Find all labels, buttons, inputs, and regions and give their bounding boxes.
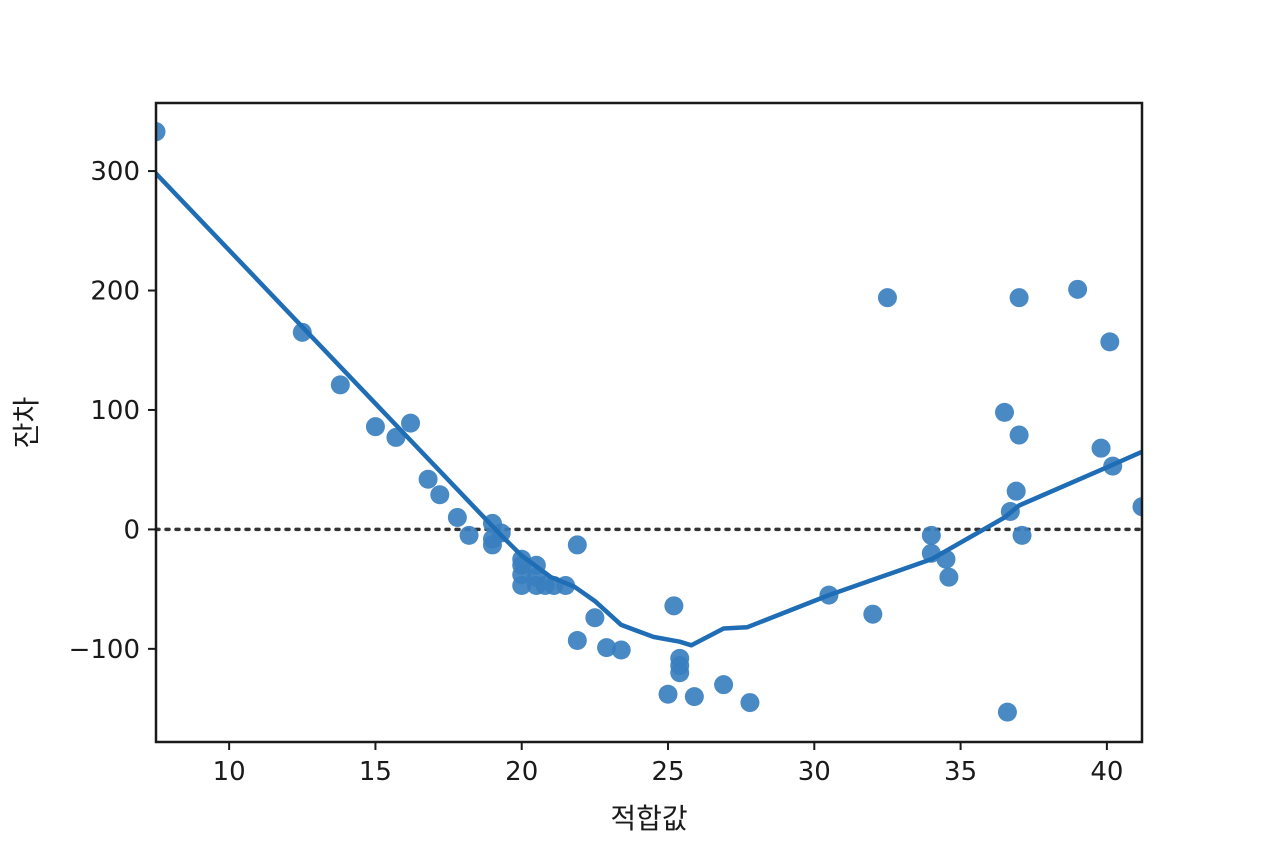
data-point [611,640,631,660]
plot-area [156,103,1142,742]
fit-line [156,171,1142,648]
data-point [994,402,1014,422]
y-axis-title: 잔차 [10,397,43,449]
data-point [921,525,941,545]
data-point [512,576,532,596]
y-tick-label: 100 [90,396,140,426]
data-point [714,675,734,695]
data-point [664,596,684,616]
data-point [684,687,704,707]
data-point [1006,481,1026,501]
y-tick-label: 300 [90,157,140,187]
y-axis: −100 0 100 200 300 [69,157,156,665]
data-point [863,604,883,624]
data-point [401,413,421,433]
y-tick-label: 200 [90,277,140,307]
data-point [1091,438,1111,458]
data-point [447,507,467,527]
data-point [597,638,617,658]
data-point [156,122,166,142]
data-point [1009,425,1029,445]
plot-frame [154,101,1144,744]
x-axis-title: 적합값 [610,802,687,835]
data-point [877,288,897,308]
y-tick-label: −100 [69,635,140,665]
fit-line-layer [156,171,1142,648]
data-point [939,567,959,587]
data-point [670,663,690,683]
data-point [1012,525,1032,545]
x-tick-label: 10 [213,757,246,787]
y-tick-label: 0 [123,515,140,545]
data-point [740,693,760,713]
data-point [418,469,438,489]
x-axis: 10 15 20 25 30 35 40 [213,742,1123,787]
x-tick-label: 20 [505,757,538,787]
x-tick-label: 25 [651,757,684,787]
x-tick-label: 15 [359,757,392,787]
data-point [1068,279,1088,299]
data-point [567,630,587,650]
data-point [430,485,450,505]
data-point [330,375,350,395]
data-point [459,525,479,545]
data-point [997,702,1017,722]
data-point [1132,497,1142,517]
data-point [292,322,312,342]
x-tick-label: 40 [1090,757,1123,787]
x-tick-label: 30 [798,757,831,787]
data-point [365,417,385,437]
data-point [1009,288,1029,308]
data-point [567,535,587,555]
data-point [658,684,678,704]
data-point [585,608,605,628]
data-point [1100,332,1120,352]
x-tick-label: 35 [944,757,977,787]
